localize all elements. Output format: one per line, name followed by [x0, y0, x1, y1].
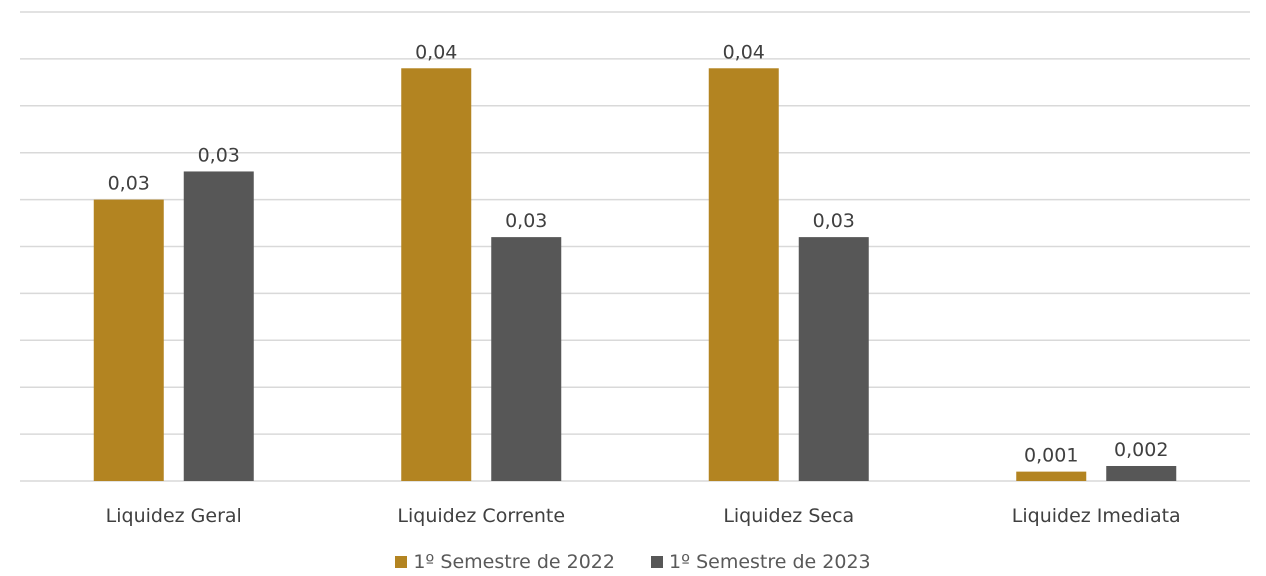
- legend-label-2023: 1º Semestre de 2023: [669, 551, 871, 573]
- legend-swatch-2022: [395, 556, 408, 568]
- legend-swatch-2023: [651, 556, 663, 568]
- data-label: 0,001: [1024, 445, 1078, 467]
- data-label: 0,03: [505, 210, 547, 232]
- bar-2023-2: [798, 237, 869, 481]
- data-label: 0,04: [723, 41, 765, 63]
- x-tick-label: Liquidez Corrente: [397, 505, 565, 527]
- data-label: 0,04: [415, 41, 457, 63]
- bar-2023-0: [183, 171, 254, 481]
- bar-2022-0: [93, 199, 164, 481]
- x-tick-label: Liquidez Geral: [106, 505, 242, 527]
- legend-item-2022: 1º Semestre de 2022: [395, 551, 615, 573]
- bar-2023-1: [491, 237, 562, 481]
- data-label: 0,03: [813, 210, 855, 232]
- legend: 1º Semestre de 2022 1º Semestre de 2023: [0, 551, 1266, 573]
- data-label: 0,002: [1114, 439, 1168, 461]
- data-label: 0,03: [198, 144, 240, 166]
- x-tick-label: Liquidez Imediata: [1012, 505, 1181, 527]
- bar-2022-1: [401, 68, 472, 481]
- bar-2022-3: [1016, 471, 1087, 481]
- legend-item-2023: 1º Semestre de 2023: [651, 551, 871, 573]
- bar-2022-2: [708, 68, 779, 481]
- legend-label-2022: 1º Semestre de 2022: [413, 551, 615, 573]
- x-tick-label: Liquidez Seca: [723, 505, 854, 527]
- bar-2023-3: [1106, 465, 1177, 481]
- data-label: 0,03: [108, 173, 150, 195]
